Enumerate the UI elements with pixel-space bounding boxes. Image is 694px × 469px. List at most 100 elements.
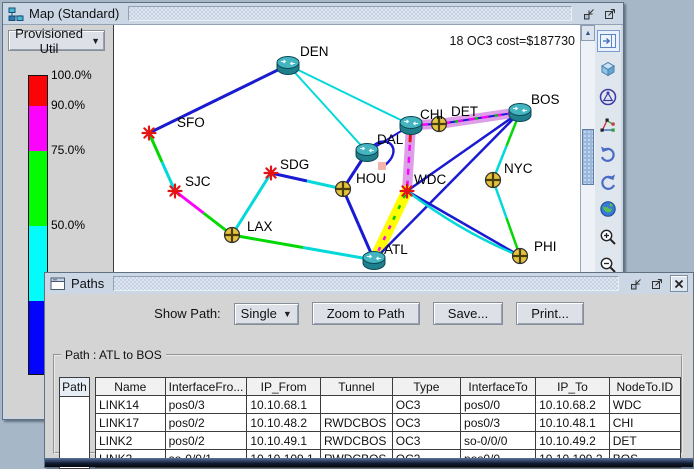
legend-threshold-label: 90.0%: [51, 98, 86, 112]
dal-loop-link[interactable]: [372, 140, 395, 166]
path-column-header[interactable]: Path: [59, 377, 90, 397]
table-cell[interactable]: CHI: [608, 413, 682, 432]
cube-3d-icon[interactable]: [597, 58, 620, 80]
table-cell[interactable]: pos0/3: [460, 413, 537, 432]
table-cell[interactable]: RWDCBOS: [319, 431, 393, 450]
map-node-NYC[interactable]: [484, 171, 502, 189]
zoom-out-icon[interactable]: [597, 254, 620, 276]
legend-segment: [29, 106, 47, 151]
map-maximize-button[interactable]: [602, 6, 618, 21]
map-node-SDG[interactable]: [263, 165, 279, 181]
map-link-SJC-LAX[interactable]: [174, 189, 233, 237]
table-cell[interactable]: OC3: [391, 413, 462, 432]
column-header-nodetoid[interactable]: NodeTo.ID: [608, 377, 682, 396]
map-link-SFO-SJC[interactable]: [147, 132, 177, 192]
node-label-DET: DET: [451, 104, 478, 119]
show-path-dropdown[interactable]: Single ▼: [233, 302, 299, 325]
table-cell[interactable]: 10.10.68.2: [535, 395, 610, 414]
map-node-DEN[interactable]: [276, 56, 300, 75]
legend-metric-dropdown[interactable]: Provisioned Util ▼: [8, 26, 105, 56]
map-node-BOS[interactable]: [508, 103, 532, 122]
zoom-to-path-button[interactable]: Zoom to Path: [311, 302, 420, 325]
scroll-up-arrow-icon[interactable]: ▲: [581, 25, 595, 41]
map-node-HOU[interactable]: [334, 180, 352, 198]
path-link-row[interactable]: LINK14 pos0/3 10.10.68.1 OC3 pos0/0 10.10.68.…: [95, 395, 682, 414]
table-cell[interactable]: 10.10.48.2: [246, 413, 321, 432]
column-header-type[interactable]: Type: [391, 377, 462, 396]
table-cell[interactable]: RWDCBOS: [319, 413, 393, 432]
map-link-DEN-DAL[interactable]: [287, 64, 368, 153]
map-node-DET[interactable]: [430, 115, 448, 133]
map-node-SFO[interactable]: [141, 125, 157, 141]
column-header-ipto[interactable]: IP_To: [535, 377, 610, 396]
map-node-CHI[interactable]: [399, 116, 423, 135]
table-cell[interactable]: DET: [608, 431, 682, 450]
map-link-LAX-ATL[interactable]: [231, 233, 375, 262]
scrollbar-thumb[interactable]: [582, 129, 594, 185]
map-link-HOU-ATL[interactable]: [341, 188, 376, 261]
table-cell[interactable]: LINK14: [95, 395, 166, 414]
table-cell[interactable]: 10.10.48.1: [535, 413, 610, 432]
paths-close-button[interactable]: [670, 275, 688, 292]
node-label-BOS: BOS: [531, 92, 560, 107]
paths-titlebar[interactable]: Paths: [45, 273, 693, 295]
table-cell[interactable]: OC3: [391, 431, 462, 450]
map-node-PHI[interactable]: [511, 247, 529, 265]
globe-icon[interactable]: [597, 198, 620, 220]
save-button[interactable]: Save...: [432, 302, 504, 325]
redo-icon[interactable]: [597, 170, 620, 192]
table-cell[interactable]: 10.10.49.1: [246, 431, 321, 450]
paths-controls: Show Path: Single ▼ Zoom to Path Save...…: [45, 302, 693, 325]
column-header-interfacefro[interactable]: InterfaceFro...: [164, 377, 248, 396]
table-cell[interactable]: LINK2: [95, 431, 166, 450]
lasso-select-icon[interactable]: [597, 86, 620, 108]
map-node-SJC[interactable]: [167, 183, 183, 199]
node-label-WDC: WDC: [414, 172, 446, 187]
table-cell[interactable]: 10.10.68.1: [246, 395, 321, 414]
show-path-value: Single: [240, 306, 277, 321]
table-cell[interactable]: so-0/0/0: [460, 431, 537, 450]
table-cell[interactable]: pos0/3: [164, 395, 248, 414]
paths-restore-button[interactable]: [628, 276, 644, 291]
map-node-LAX[interactable]: [223, 226, 241, 244]
paths-maximize-button[interactable]: [649, 276, 665, 291]
map-link-SFO-DEN[interactable]: [148, 63, 289, 135]
path-link-row[interactable]: LINK17 pos0/2 10.10.48.2 RWDCBOS OC3 pos0/3 10…: [95, 413, 682, 432]
node-label-SDG: SDG: [280, 157, 309, 172]
column-header-ipfrom[interactable]: IP_From: [246, 377, 321, 396]
undo-icon[interactable]: [597, 142, 620, 164]
map-titlebar[interactable]: Map (Standard): [3, 3, 623, 25]
fit-window-icon[interactable]: [596, 30, 620, 52]
collapsed-marker-square[interactable]: [378, 162, 386, 170]
column-header-tunnel[interactable]: Tunnel: [319, 377, 393, 396]
map-link-BOS-ATL[interactable]: [373, 111, 521, 261]
path-row-header-column: Path: [59, 377, 90, 469]
path-link-row[interactable]: LINK2 pos0/2 10.10.49.1 RWDCBOS OC3 so-0/0/0 1…: [95, 431, 682, 450]
table-cell[interactable]: pos0/2: [164, 413, 248, 432]
map-link-WDC-PHI[interactable]: [406, 189, 521, 258]
paths-window-bottom-edge[interactable]: [45, 458, 693, 467]
map-link-NYC-PHI[interactable]: [491, 179, 522, 257]
table-cell[interactable]: pos0/0: [460, 395, 537, 414]
column-header-interfaceto[interactable]: InterfaceTo: [460, 377, 537, 396]
map-restore-button[interactable]: [581, 6, 597, 21]
table-cell[interactable]: [319, 395, 393, 414]
network-topology: DEN SFO SJC SDG LAX HOU DAL CHI DET BOS NYC WDC ATL P…: [141, 44, 560, 270]
node-label-DAL: DAL: [377, 132, 404, 147]
map-node-WDC[interactable]: [399, 183, 415, 199]
print-button[interactable]: Print...: [516, 302, 584, 325]
graph-layout-icon[interactable]: [597, 114, 620, 136]
table-cell[interactable]: WDC: [608, 395, 682, 414]
zoom-in-icon[interactable]: [597, 226, 620, 248]
table-cell[interactable]: 10.10.49.2: [535, 431, 610, 450]
map-node-DAL[interactable]: [355, 143, 379, 162]
map-link-SDG-HOU[interactable]: [270, 171, 344, 191]
table-cell[interactable]: pos0/2: [164, 431, 248, 450]
map-link-WDC-PHI[interactable]: [406, 190, 521, 258]
table-cell[interactable]: OC3: [391, 395, 462, 414]
legend-segment: [29, 151, 47, 226]
map-node-ATL[interactable]: [362, 251, 386, 270]
column-header-name[interactable]: Name: [95, 377, 166, 396]
map-link-DEN-CHI[interactable]: [287, 64, 412, 126]
table-cell[interactable]: LINK17: [95, 413, 166, 432]
